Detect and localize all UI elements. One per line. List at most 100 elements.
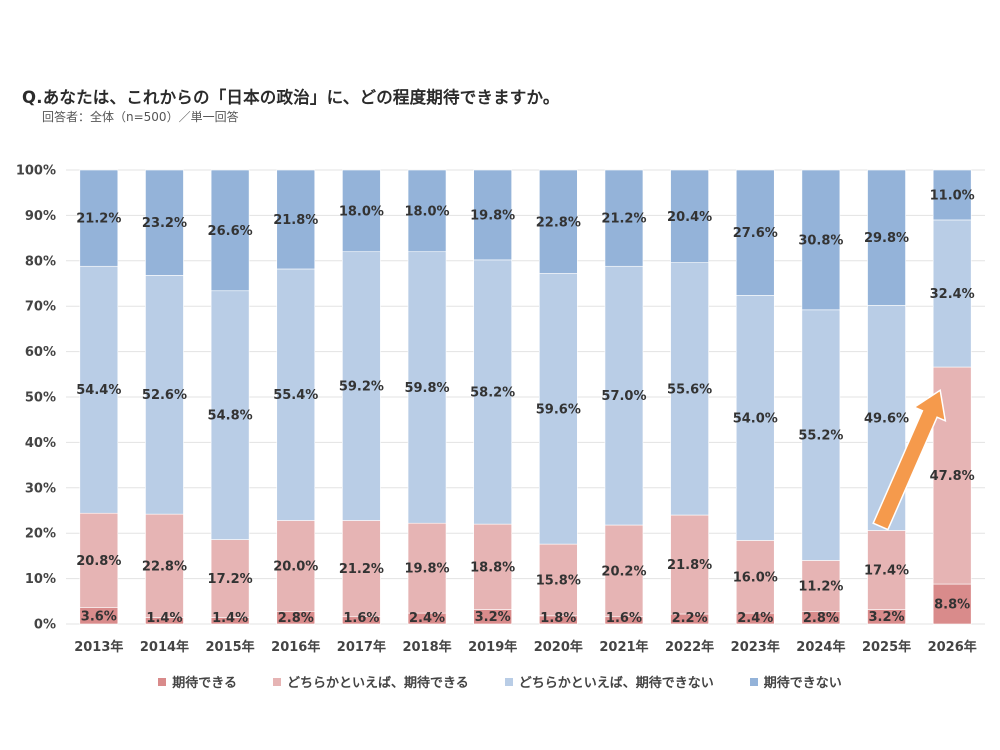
data-label: 52.6% <box>142 388 187 403</box>
data-label: 54.0% <box>733 411 778 426</box>
legend-label: どちらかといえば、期待できない <box>518 676 714 691</box>
data-label: 11.2% <box>798 579 843 594</box>
data-label: 21.8% <box>273 213 318 228</box>
x-tick-label: 2016年 <box>271 639 320 655</box>
data-label: 2.2% <box>672 611 708 626</box>
data-label: 47.8% <box>930 469 975 484</box>
bar-segment <box>407 169 447 253</box>
bar-segment <box>932 219 972 368</box>
y-tick-label: 30% <box>25 481 56 496</box>
bar-segment <box>801 169 841 311</box>
x-tick-label: 2019年 <box>468 639 517 655</box>
data-label: 22.8% <box>536 215 581 230</box>
bar-segment <box>735 169 775 296</box>
data-label: 2.4% <box>409 611 445 626</box>
bar-segment <box>932 169 972 221</box>
data-label: 21.2% <box>339 562 384 577</box>
data-label: 19.8% <box>470 208 515 223</box>
bar-segment <box>604 169 644 267</box>
trend-arrow <box>872 388 947 531</box>
bar-segment <box>801 309 841 561</box>
bar-segment <box>276 268 316 521</box>
data-label: 19.8% <box>404 562 449 577</box>
data-label: 1.4% <box>212 611 248 626</box>
y-tick-label: 100% <box>16 164 56 179</box>
data-label: 18.0% <box>404 204 449 219</box>
data-label: 29.8% <box>864 231 909 246</box>
data-label: 3.2% <box>475 610 511 625</box>
bar-segment <box>145 513 184 618</box>
bar-segment <box>276 520 316 612</box>
data-label: 18.8% <box>470 560 515 575</box>
x-tick-label: 2014年 <box>140 639 189 655</box>
x-tick-label: 2015年 <box>206 639 255 655</box>
legend-item: 期待できない <box>749 672 842 691</box>
bar-segment <box>735 540 775 614</box>
y-tick-label: 60% <box>25 345 56 360</box>
bar-segment <box>407 522 447 614</box>
data-label: 21.2% <box>76 212 121 227</box>
data-label: 1.4% <box>146 611 182 626</box>
data-label: 54.4% <box>76 383 121 398</box>
legend-label: 期待できない <box>763 676 842 691</box>
bar-segment <box>145 275 184 515</box>
data-label: 15.8% <box>536 573 581 588</box>
x-tick-label: 2017年 <box>337 639 386 655</box>
bar-segment <box>342 169 381 253</box>
bar-segment <box>342 520 381 618</box>
legend-swatch <box>504 677 513 686</box>
x-tick-label: 2020年 <box>534 639 583 655</box>
legend-swatch <box>272 677 281 686</box>
data-label: 55.4% <box>273 388 318 403</box>
data-label: 1.6% <box>343 611 379 626</box>
bar-segment <box>539 273 578 545</box>
bar-segment <box>79 169 119 267</box>
data-label: 2.4% <box>737 611 773 626</box>
data-label: 3.6% <box>81 609 117 624</box>
x-tick-label: 2024年 <box>796 639 845 655</box>
y-tick-label: 90% <box>25 209 56 224</box>
data-label: 23.2% <box>142 216 187 231</box>
y-tick-label: 0% <box>34 618 56 633</box>
stacked-bar-chart: 0% 10% 20% 30% 40% 50% 60% 70% 80% 90% 100% 2013年 20… <box>16 164 985 655</box>
data-label: 21.2% <box>601 212 646 227</box>
data-label: 8.8% <box>934 598 970 613</box>
data-label: 49.6% <box>864 411 909 426</box>
data-label: 17.4% <box>864 563 909 578</box>
bar-segment <box>407 251 447 524</box>
bar-segment <box>210 169 250 292</box>
data-label: 2.8% <box>803 611 839 626</box>
data-label: 30.8% <box>798 233 843 248</box>
data-label: 20.0% <box>273 559 318 574</box>
x-tick-label: 2025年 <box>862 639 911 655</box>
data-label: 58.2% <box>470 386 515 401</box>
x-tick-label: 2021年 <box>599 639 648 655</box>
bar-segment <box>539 169 578 274</box>
bar-segment <box>473 169 512 261</box>
data-label: 20.2% <box>601 564 646 579</box>
data-label: 26.6% <box>208 224 253 239</box>
bar-segment <box>867 530 906 610</box>
data-label: 20.8% <box>76 554 121 569</box>
data-label: 22.8% <box>142 559 187 574</box>
legend-swatch <box>158 677 167 686</box>
x-tick-label: 2023年 <box>731 639 780 655</box>
bar-segment <box>539 543 578 617</box>
data-label: 20.4% <box>667 210 712 225</box>
legend-item: どちらかといえば、期待できる <box>272 672 469 691</box>
bar-segment <box>342 251 381 521</box>
legend-item: 期待できる <box>158 672 237 691</box>
y-tick-label: 10% <box>25 572 56 587</box>
legend-label: どちらかといえば、期待できる <box>286 676 469 691</box>
data-label: 59.2% <box>339 380 384 395</box>
bar-segment <box>79 512 119 608</box>
data-label: 57.0% <box>601 389 646 404</box>
x-tick-label: 2022年 <box>665 639 714 655</box>
chart-subtitle: 回答者：全体（n=500）／単一回答 <box>42 110 239 124</box>
data-label: 2.8% <box>278 611 314 626</box>
data-label: 11.0% <box>930 188 975 203</box>
legend-label: 期待できる <box>172 676 237 691</box>
bar-segment <box>79 265 119 514</box>
chart-title: Q.あなたは、これからの「日本の政治」に、どの程度期待できますか。 <box>22 88 560 107</box>
bar-segment <box>473 523 512 610</box>
